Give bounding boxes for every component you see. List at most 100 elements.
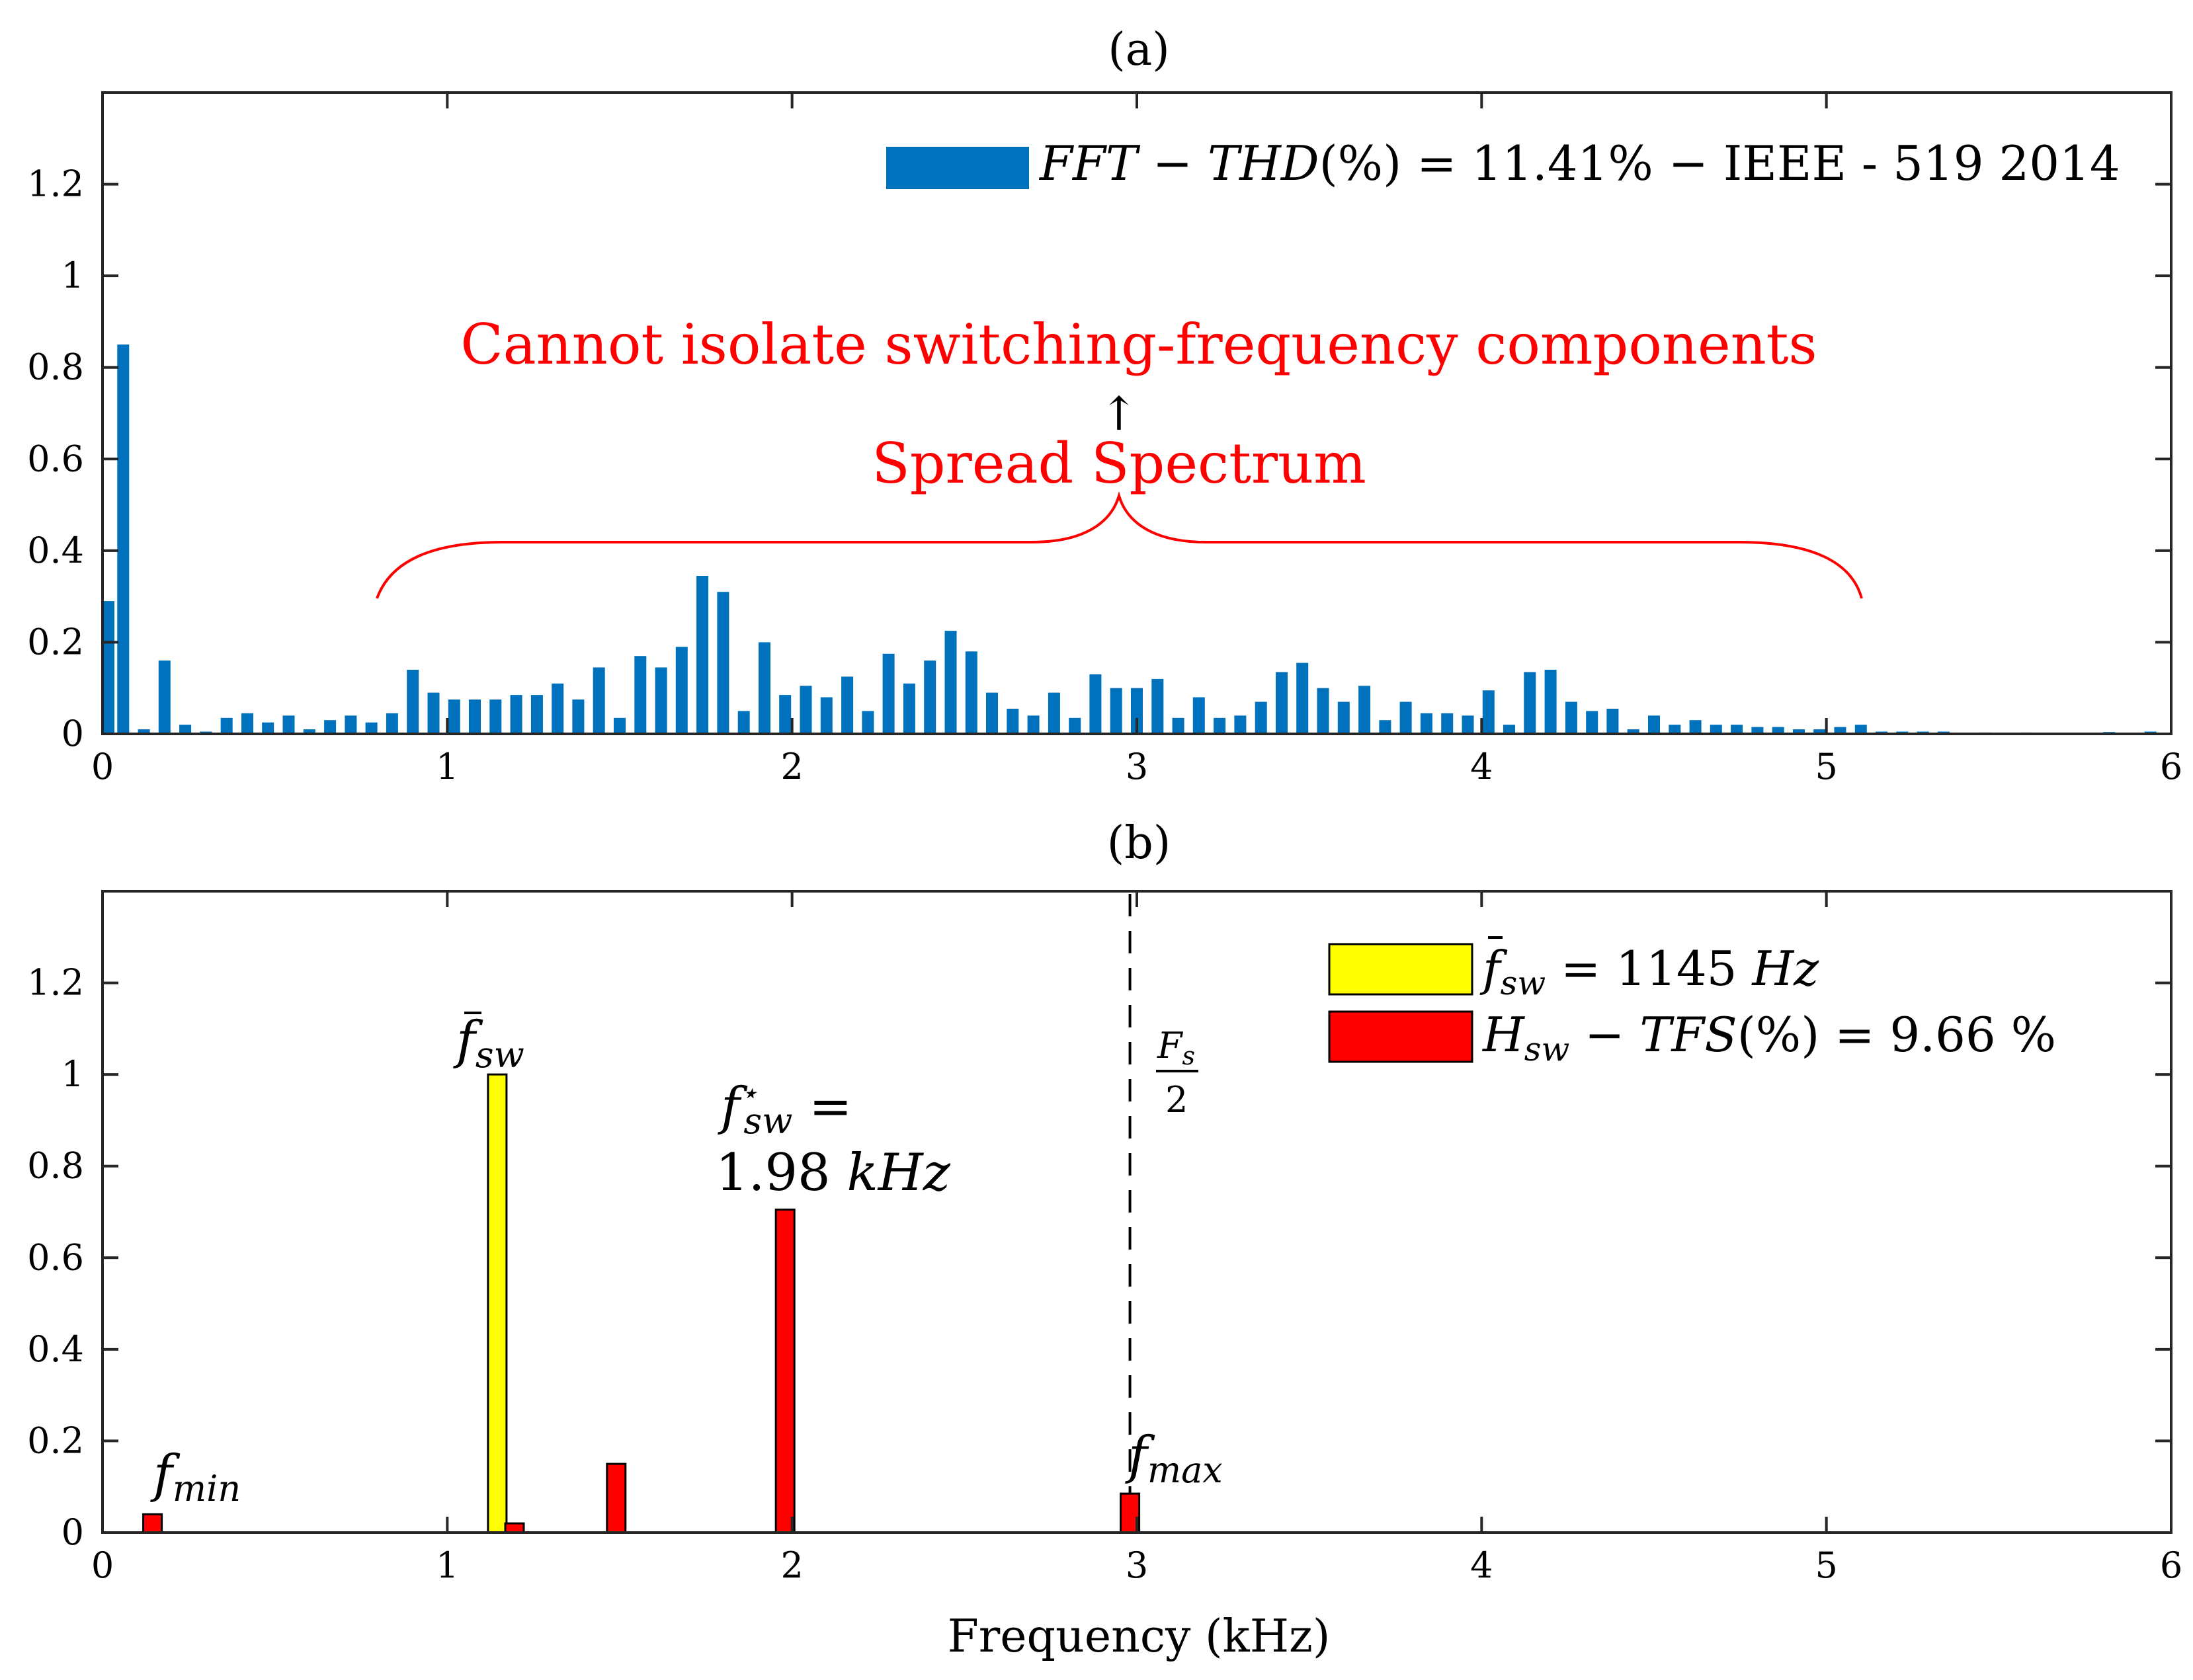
legend-fft-text: FFT [1038,136,1141,191]
annotation-fs-num: Fs [1157,1025,1195,1070]
panel-a-bar-fft-thd-26 [634,656,647,734]
panel-a-bar-fft-thd-74 [1627,729,1639,734]
legend-hsw-swatch [1328,1010,1473,1063]
legend-fsw-swatch [1328,943,1473,996]
panel-b-y-tick-label-5: 1 [62,1053,84,1095]
panel-a-y-tick-label-2: 0.4 [27,530,84,571]
panel-a-x-tick-label-2: 2 [780,746,803,787]
panel-b-bar-h-sw-2 [606,1462,627,1534]
legend-fsw-sub: sw [1501,964,1546,1002]
annotation-fstar-sub: sw [743,1100,792,1142]
panel-a-bar-fft-thd-52 [1172,717,1184,735]
panel-a-y-tick-label-3: 0.6 [27,438,84,479]
panel-a-legend: FFT − THD(%) = 11.41% − IEEE - 519 2014 [886,136,2120,191]
annotation-fmin-sub: min [173,1468,241,1509]
panel-a-y-tick-label-6: 1.2 [27,163,84,205]
panel-a-bar-fft-thd-66 [1462,715,1474,734]
legend-thd-text: THD [1208,136,1319,191]
panel-b-bar-h-sw-1 [504,1522,525,1534]
panel-a-bar-fft-thd-60 [1337,701,1350,734]
panel-a-bar-fft-thd-82 [1793,729,1805,734]
annotation-fmax: fmax [1125,1426,1223,1491]
panel-a-bar-fft-thd-23 [572,700,585,734]
panel-a-bar-fft-thd-32 [759,642,770,734]
panel-a-bar-fft-thd-75 [1648,715,1660,734]
panel-a-bar-fft-thd-25 [614,717,626,735]
panel-a-x-tick-label-0: 0 [91,746,114,787]
panel-a-bar-fft-thd-24 [593,667,605,734]
panel-a-bar-fft-thd-45 [1027,715,1040,734]
panel-a-bar-fft-thd-17 [448,700,460,734]
panel-a-bar-fft-thd-41 [944,631,957,734]
panel-b-y-ticks: 0 0.2 0.4 0.6 0.8 1 1.2 [27,962,2171,1553]
panel-a-bar-fft-thd-0 [103,601,114,734]
panel-b-y-tick-label-0: 0 [62,1511,84,1553]
annotation-cannot-isolate: Cannot isolate switching-frequency compo… [460,312,1817,377]
panel-b-legend: fsw = 1145 Hz Hsw − TFS(%) = 9.66 % [1328,936,2056,1068]
legend-fsw-value: = 1145 [1546,941,1752,996]
annotation-fstar-value-line: 1.98 kHz [716,1143,951,1203]
panel-a-bar-fft-thd-34 [800,686,812,735]
panel-a-bar-fft-thd-58 [1296,662,1309,734]
annotation-fs-over-2: Fs 2 [1156,1025,1198,1121]
annotation-fs-num-main: F [1157,1025,1184,1066]
legend-hsw-sub: sw [1524,1030,1569,1068]
panel-a-bar-fft-thd-78 [1710,725,1722,734]
panel-a-x-tick-label-4: 4 [1470,746,1493,787]
annotation-fmax-sub: max [1147,1449,1223,1491]
legend-hsw-minus: − [1569,1007,1639,1062]
panel-b-y-tick-label-6: 1.2 [27,962,84,1004]
panel-a-bar-fft-thd-14 [386,713,398,734]
x-axis-label: Frequency (kHz) [948,1611,1331,1663]
panel-a-bar-fft-thd-68 [1503,725,1515,734]
panel-a-bar-fft-thd-67 [1482,690,1495,734]
panel-a-bar-fft-thd-7 [241,713,253,734]
panel-a-bar-fft-thd-42 [965,651,977,734]
panel-b-y-tick-label-2: 0.4 [27,1328,84,1370]
panel-a-bar-fft-thd-65 [1441,713,1454,734]
annotation-spread-spectrum: Spread Spectrum [872,431,1366,496]
panel-b-y-tick-label-3: 0.6 [27,1236,84,1278]
panel-a-bar-fft-thd-72 [1586,711,1598,734]
legend-hsw-value: (%) = 9.66 % [1737,1007,2056,1062]
panel-a-bar-fft-thd-81 [1772,727,1784,734]
panel-a-bar-fft-thd-19 [489,700,502,734]
panel-a-bar-fft-thd-44 [1007,708,1019,734]
panel-a-bar-fft-thd-59 [1317,688,1329,734]
panel-a-bar-fft-thd-61 [1358,686,1371,735]
legend-fft-label: FFT − THD(%) = 11.41% − IEEE - 519 2014 [1038,136,2120,191]
panel-a-bar-fft-thd-69 [1524,672,1536,734]
panel-b-x-tick-label-3: 3 [1126,1544,1148,1586]
panel-b-y-tick-label-1: 0.2 [27,1420,84,1461]
panel-a-bar-fft-thd-1 [117,344,130,734]
panel-a-bar-fft-thd-8 [262,722,274,734]
panel-b-x-tick-label-5: 5 [1815,1544,1837,1586]
panel-a-bar-fft-thd-83 [1813,729,1826,734]
panel-a-x-tick-label-3: 3 [1126,746,1148,787]
panel-a-title: (a) [1108,24,1170,76]
panel-b-x-ticks: 0 1 2 3 4 5 6 [91,891,2182,1586]
annotation-fstar-value: 1.98 [716,1143,847,1203]
panel-a-x-tick-label-6: 6 [2160,746,2182,787]
panel-a-bar-fft-thd-6 [220,717,233,735]
panel-a-bar-fft-thd-16 [427,692,440,734]
legend-hsw-tfs: TFS [1639,1007,1737,1062]
panel-a-bar-fft-thd-55 [1234,715,1247,734]
panel-b-x-tick-label-4: 4 [1470,1544,1493,1586]
panel-a-bar-fft-thd-20 [510,695,522,734]
annotation-fs-den: 2 [1165,1079,1188,1121]
panel-a-bar-fft-thd-38 [882,653,895,735]
panel-a-bar-fft-thd-27 [655,667,667,734]
panel-a-bar-fft-thd-39 [903,683,915,734]
panel-a-bar-fft-thd-73 [1606,708,1619,734]
panel-a-bar-fft-thd-56 [1255,701,1267,734]
panel-a: (a) 0 1 2 3 4 5 6 0 0.2 0.4 0.6 0.8 1 1.2 FFT − THD(… [27,24,2182,787]
panel-a-bar-fft-thd-22 [552,683,564,734]
annotation-fsw-bar-sub: sw [476,1034,524,1076]
panel-a-bar-fft-thd-47 [1069,717,1081,735]
panel-a-bar-fft-thd-2 [138,729,150,734]
legend-hsw-label: Hsw − TFS(%) = 9.66 % [1481,1007,2056,1068]
panel-a-bar-fft-thd-48 [1089,674,1102,734]
panel-a-bar-fft-thd-15 [407,670,419,734]
